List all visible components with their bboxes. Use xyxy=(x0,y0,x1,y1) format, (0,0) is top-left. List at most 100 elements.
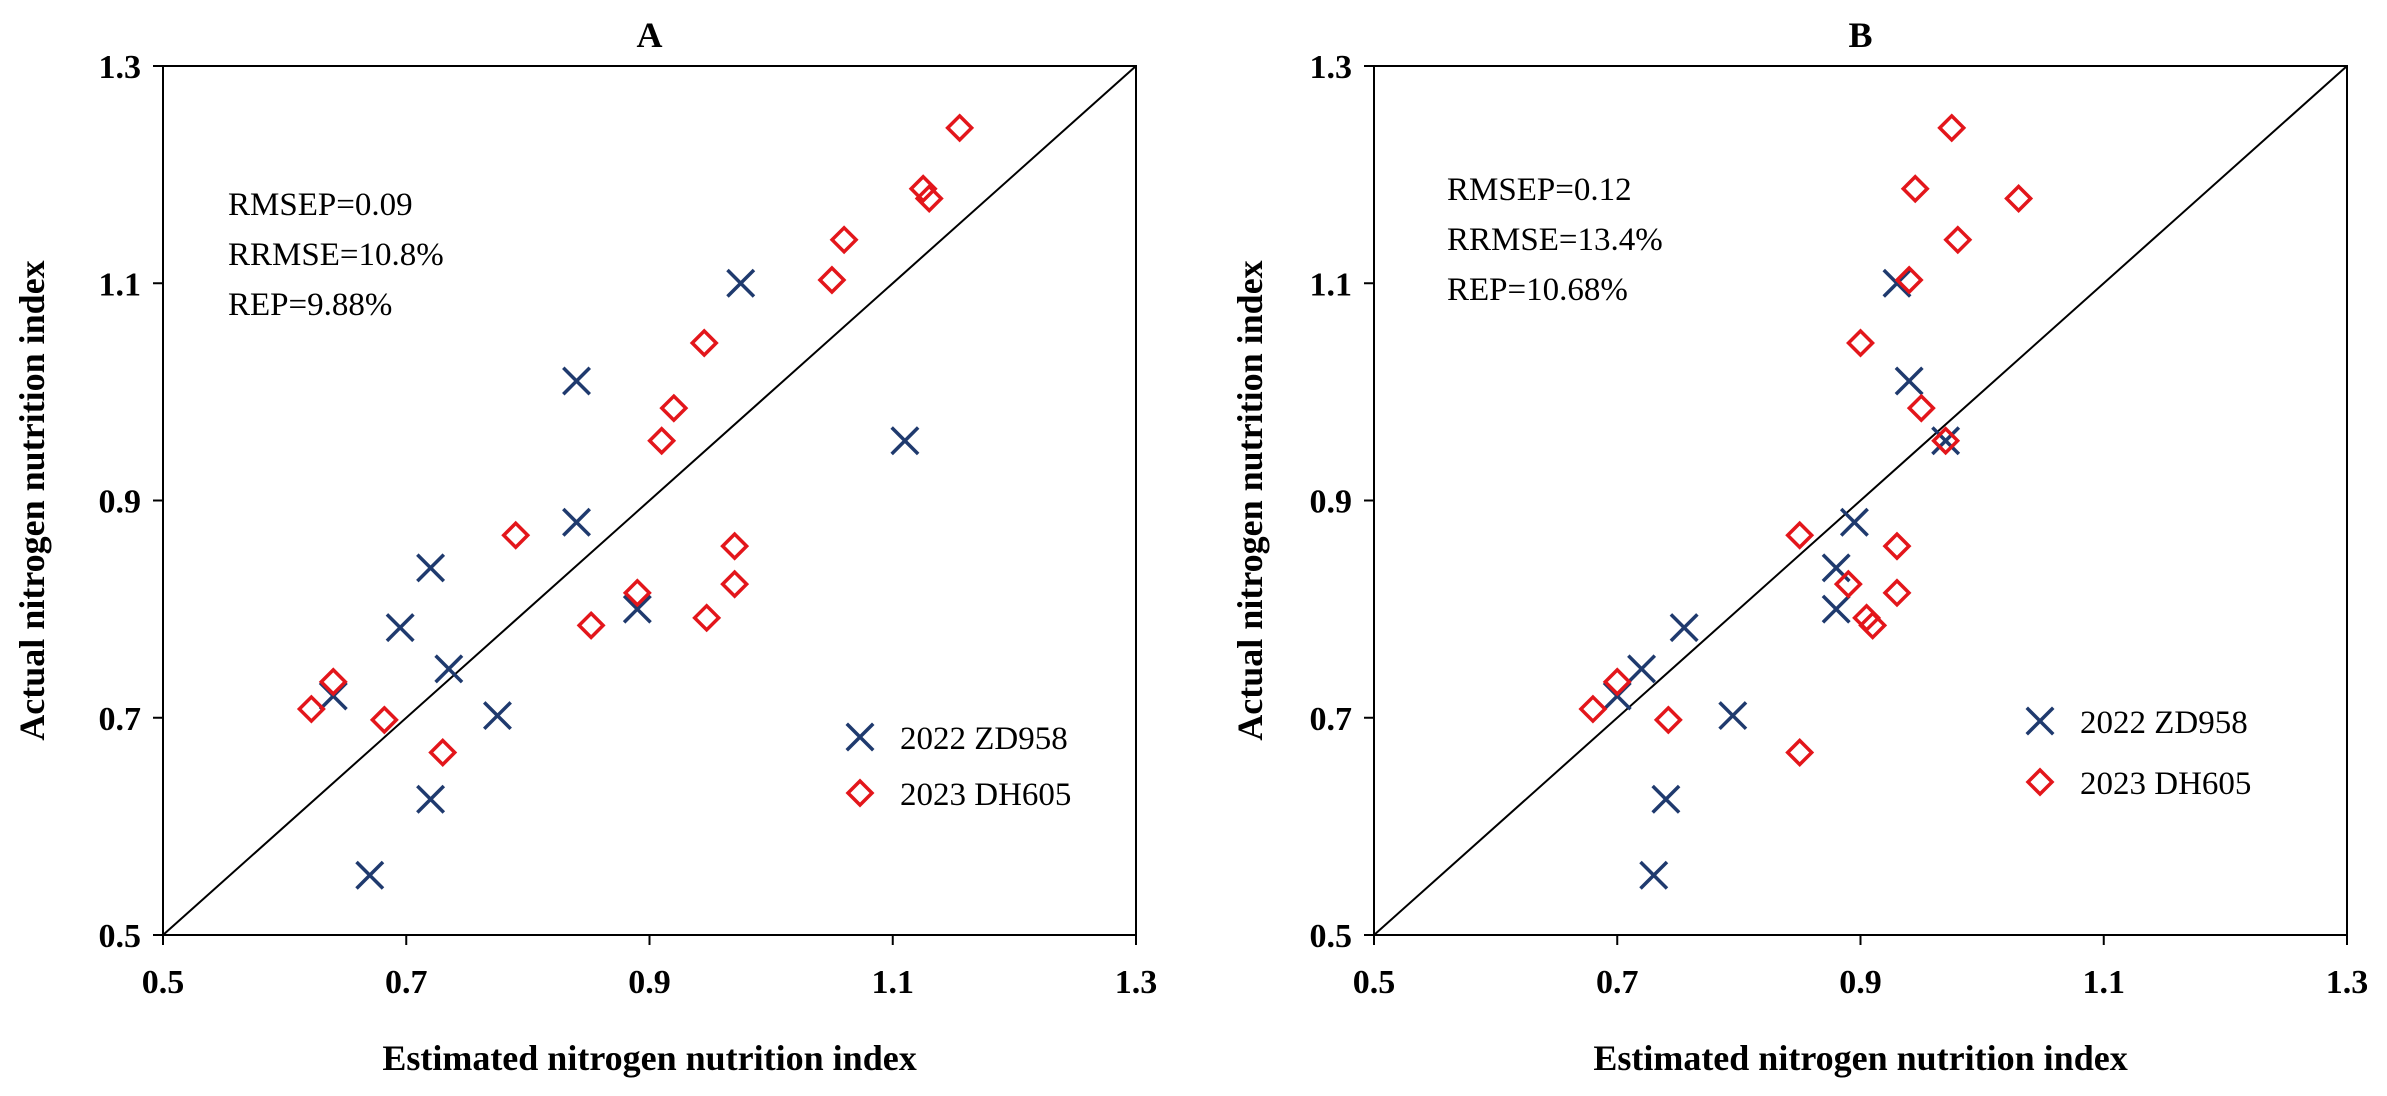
chart-panel-b: 0.5 0.7 0.9 1.1 1.3 0.5 0.7 0.9 1.1 1.3 B Estimated… xyxy=(1230,15,2368,1078)
series-2022-zd958 xyxy=(1602,268,1961,890)
chart-panel-a: 0.5 0.7 0.9 1.1 1.3 0.5 0.7 0.9 1.1 1.3 A Estimated… xyxy=(12,15,1157,1078)
data-point-diamond xyxy=(2004,184,2034,213)
y-tick-label: 1.3 xyxy=(1310,49,1353,86)
data-point-diamond xyxy=(692,603,722,633)
data-point-x xyxy=(622,594,652,624)
data-point-diamond xyxy=(1833,569,1863,599)
marker-x-stroke-2 xyxy=(416,784,446,814)
data-point-diamond xyxy=(1906,393,1936,423)
data-point-x xyxy=(355,860,385,890)
stat-annotation: REP=9.88% xyxy=(228,287,392,323)
marker-x-stroke-2 xyxy=(482,701,512,731)
marker-x-stroke-2 xyxy=(1821,553,1851,583)
data-point-x xyxy=(562,507,591,537)
data-point-x xyxy=(1894,366,1924,396)
data-point-diamond xyxy=(1943,225,1973,255)
x-tick-label: 1.3 xyxy=(1115,964,1158,1001)
data-point-diamond xyxy=(501,520,531,550)
legend-label: 2022 ZD958 xyxy=(900,721,1068,757)
data-point-x xyxy=(482,701,512,731)
marker-x-stroke-2 xyxy=(1882,268,1912,298)
data-point-x xyxy=(416,553,446,583)
data-point-x xyxy=(726,268,756,298)
data-point-diamond xyxy=(1894,265,1924,295)
series-2022-zd958 xyxy=(318,268,920,890)
y-tick-label: 1.1 xyxy=(99,266,142,303)
data-point-diamond xyxy=(829,225,859,255)
data-point-diamond xyxy=(1882,578,1912,608)
data-point-diamond xyxy=(1785,738,1815,767)
x-tick-label: 0.9 xyxy=(1839,964,1882,1001)
data-point-diamond xyxy=(1937,113,1967,143)
y-tick-label: 0.9 xyxy=(99,484,142,521)
data-point-x xyxy=(1821,594,1851,624)
x-tick-label: 0.9 xyxy=(628,964,671,1001)
y-axis-label: Actual nitrogen nutrition index xyxy=(1230,260,1270,740)
data-point-diamond xyxy=(369,705,399,735)
stat-annotation: RMSEP=0.09 xyxy=(228,187,413,223)
data-point-x xyxy=(562,366,591,396)
marker-x-stroke-2 xyxy=(1931,426,1961,456)
marker-x-stroke-2 xyxy=(1627,654,1657,684)
data-point-x xyxy=(1669,613,1699,643)
x-axis-label: Estimated nitrogen nutrition index xyxy=(1593,1038,2127,1078)
data-point-diamond xyxy=(1900,174,1930,204)
data-point-x xyxy=(1882,268,1912,298)
data-point-diamond xyxy=(1931,426,1961,456)
legend-label: 2022 ZD958 xyxy=(2080,705,2248,741)
one-to-one-line xyxy=(1373,65,2348,936)
data-point-x xyxy=(385,613,415,643)
data-point-diamond xyxy=(914,184,944,213)
data-point-diamond xyxy=(1602,667,1632,697)
marker-x-stroke-2 xyxy=(622,594,652,624)
marker-x-stroke-2 xyxy=(1639,860,1669,890)
y-tick-label: 0.7 xyxy=(1310,701,1353,738)
data-point-diamond xyxy=(318,667,348,697)
stat-annotation: RMSEP=0.12 xyxy=(1447,172,1632,208)
x-tick-label: 0.7 xyxy=(385,964,428,1001)
data-point-diamond xyxy=(720,569,750,599)
series-2023-dh605 xyxy=(296,113,975,767)
stat-annotation: RRMSE=10.8% xyxy=(228,237,444,273)
chart-title: B xyxy=(1848,15,1872,55)
marker-x-stroke-2 xyxy=(726,268,756,298)
marker-x-stroke-2 xyxy=(890,426,920,456)
marker-x-stroke-2 xyxy=(385,613,415,643)
legend-marker-x xyxy=(845,722,875,752)
stat-annotation: REP=10.68% xyxy=(1447,272,1628,308)
legend-label: 2023 DH605 xyxy=(900,777,1071,813)
marker-x-stroke-2 xyxy=(434,654,464,684)
data-point-x xyxy=(1651,784,1681,814)
data-point-x xyxy=(1839,507,1869,537)
legend: 2022 ZD958 2023 DH605 xyxy=(2025,705,2251,802)
y-tick-label: 0.9 xyxy=(1310,484,1353,521)
series-2023-dh605 xyxy=(1578,113,2034,767)
data-point-diamond xyxy=(428,738,458,767)
x-tick-label: 0.5 xyxy=(1353,964,1396,1001)
x-tick-label: 1.3 xyxy=(2326,964,2369,1001)
marker-x-stroke-2 xyxy=(1894,366,1924,396)
chart-title: A xyxy=(637,15,663,55)
data-point-diamond xyxy=(647,426,677,456)
marker-x-stroke-2 xyxy=(1839,507,1869,537)
marker-x-stroke-2 xyxy=(2025,706,2055,736)
marker-x-stroke-2 xyxy=(355,860,385,890)
data-point-diamond xyxy=(1858,610,1888,640)
x-axis-label: Estimated nitrogen nutrition index xyxy=(382,1038,916,1078)
data-point-x xyxy=(890,426,920,456)
data-point-x xyxy=(1639,860,1669,890)
data-point-diamond xyxy=(1846,328,1875,358)
marker-x-stroke-2 xyxy=(1651,784,1681,814)
y-tick-label: 0.5 xyxy=(1310,918,1353,955)
x-tick-label: 1.1 xyxy=(872,964,915,1001)
data-point-x xyxy=(1627,654,1657,684)
data-point-x xyxy=(434,654,464,684)
one-to-one-line xyxy=(162,65,1137,936)
marker-x-stroke-2 xyxy=(1718,701,1748,731)
y-tick-label: 0.7 xyxy=(99,701,142,738)
y-tick-label: 1.3 xyxy=(99,49,142,86)
data-point-diamond xyxy=(945,113,975,143)
legend-label: 2023 DH605 xyxy=(2080,766,2251,802)
data-point-diamond xyxy=(1785,520,1815,550)
